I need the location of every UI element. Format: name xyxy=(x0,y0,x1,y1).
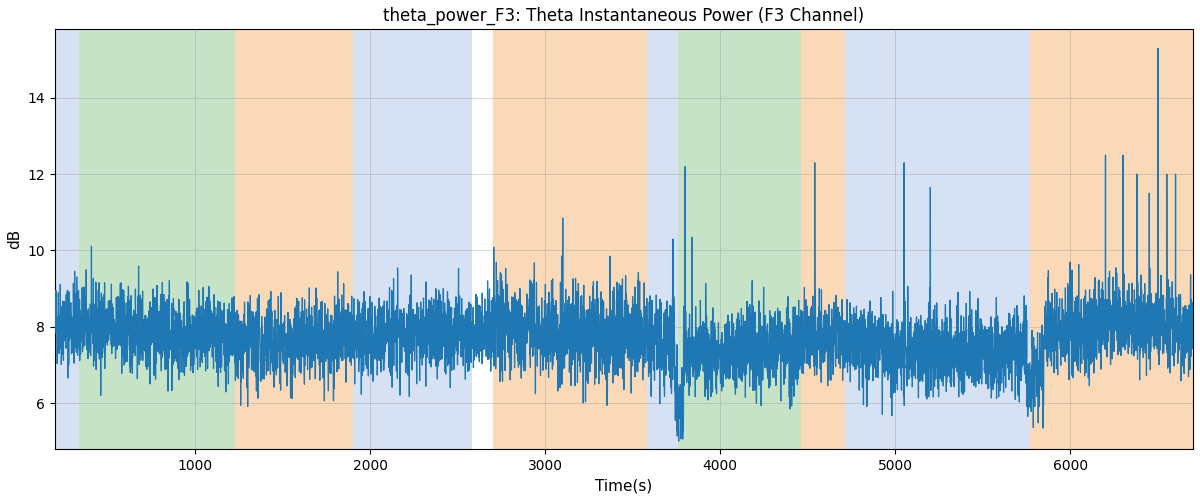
Bar xyxy=(353,30,472,449)
Bar xyxy=(845,30,1031,449)
Bar xyxy=(647,30,678,449)
Bar xyxy=(678,30,704,449)
Bar xyxy=(235,30,353,449)
Bar xyxy=(79,30,235,449)
Bar xyxy=(1031,30,1193,449)
Bar xyxy=(493,30,647,449)
Title: theta_power_F3: Theta Instantaneous Power (F3 Channel): theta_power_F3: Theta Instantaneous Powe… xyxy=(383,7,864,25)
Y-axis label: dB: dB xyxy=(7,229,22,249)
X-axis label: Time(s): Time(s) xyxy=(595,478,653,493)
Bar xyxy=(55,30,79,449)
Bar xyxy=(800,30,845,449)
Bar xyxy=(704,30,800,449)
